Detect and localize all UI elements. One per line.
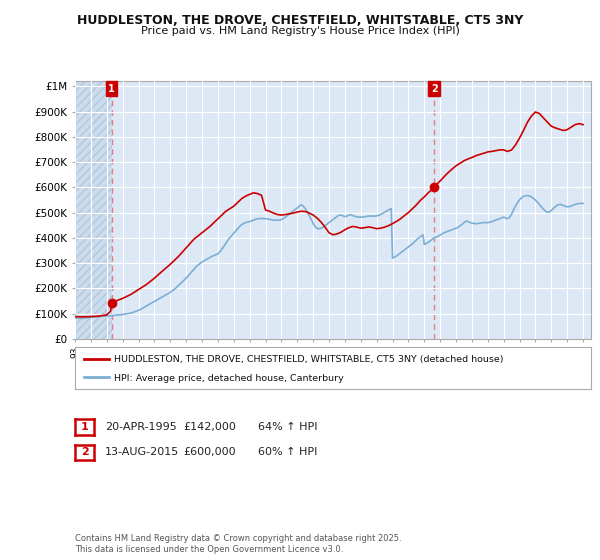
Text: 2: 2 (431, 84, 437, 94)
Text: 20-APR-1995: 20-APR-1995 (105, 422, 177, 432)
Text: HPI: Average price, detached house, Canterbury: HPI: Average price, detached house, Cant… (114, 374, 343, 383)
Text: Contains HM Land Registry data © Crown copyright and database right 2025.
This d: Contains HM Land Registry data © Crown c… (75, 534, 401, 554)
Text: £142,000: £142,000 (183, 422, 236, 432)
Text: 2: 2 (81, 447, 88, 458)
Text: Price paid vs. HM Land Registry's House Price Index (HPI): Price paid vs. HM Land Registry's House … (140, 26, 460, 36)
Text: 64% ↑ HPI: 64% ↑ HPI (258, 422, 317, 432)
Text: 13-AUG-2015: 13-AUG-2015 (105, 447, 179, 458)
Bar (75, 81, 112, 339)
Text: 1: 1 (108, 84, 115, 94)
Text: HUDDLESTON, THE DROVE, CHESTFIELD, WHITSTABLE, CT5 3NY (detached house): HUDDLESTON, THE DROVE, CHESTFIELD, WHITS… (114, 355, 503, 365)
Text: 60% ↑ HPI: 60% ↑ HPI (258, 447, 317, 458)
Text: 1: 1 (81, 422, 88, 432)
Text: £600,000: £600,000 (183, 447, 236, 458)
Text: HUDDLESTON, THE DROVE, CHESTFIELD, WHITSTABLE, CT5 3NY: HUDDLESTON, THE DROVE, CHESTFIELD, WHITS… (77, 13, 523, 27)
